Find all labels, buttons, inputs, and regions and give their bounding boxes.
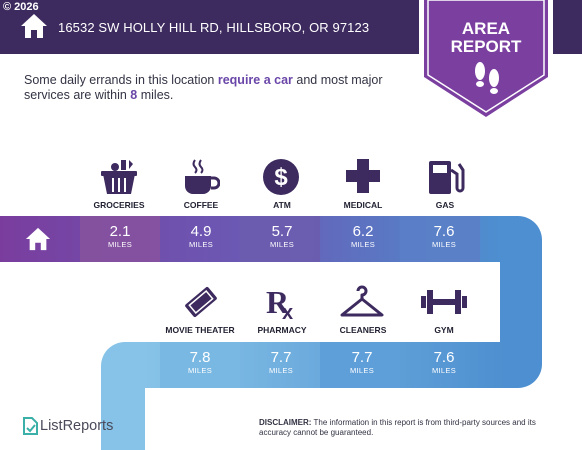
- miles-value: 7.8: [189, 349, 211, 366]
- miles-unit: MILES: [268, 366, 293, 375]
- badge-title: AREA REPORT: [419, 20, 553, 56]
- ticket-icon: [185, 287, 217, 317]
- disclaimer: DISCLAIMER: The information in this repo…: [259, 418, 559, 438]
- distance-cleaners: 7.7 MILES: [322, 349, 402, 376]
- svg-text:x: x: [282, 302, 293, 321]
- miles-value: 6.2: [352, 223, 374, 240]
- miles-unit: MILES: [107, 240, 132, 249]
- intro-highlight-car: require a car: [217, 73, 293, 87]
- listreports-logo-icon: [23, 417, 38, 435]
- miles-unit: MILES: [431, 240, 456, 249]
- category-pharmacy: PHARMACY: [257, 325, 307, 335]
- badge-line1: AREA: [461, 19, 511, 38]
- miles-value: 7.7: [270, 349, 292, 366]
- copyright: © 2026: [3, 1, 39, 13]
- miles-value: 7.7: [351, 349, 373, 366]
- distance-movie-theater: 7.8 MILES: [160, 349, 240, 376]
- distance-medical: 6.2 MILES: [323, 223, 403, 250]
- intro-part3: miles.: [137, 88, 174, 102]
- disclaimer-label: DISCLAIMER:: [259, 418, 312, 427]
- intro-part1: Some daily errands in this location: [24, 73, 218, 87]
- miles-unit: MILES: [269, 240, 294, 249]
- category-cleaners: CLEANERS: [339, 325, 387, 335]
- coffee-cup-icon: [185, 159, 220, 194]
- category-gym: GYM: [434, 325, 454, 335]
- gas-pump-icon: [429, 161, 465, 194]
- disclaimer-text: The information in this report is from t…: [259, 418, 536, 437]
- distance-coffee: 4.9 MILES: [161, 223, 241, 250]
- footprints-icon: [475, 62, 499, 94]
- miles-value: 5.7: [271, 223, 293, 240]
- category-coffee: COFFEE: [183, 200, 219, 210]
- intro-text: Some daily errands in this location requ…: [24, 73, 394, 103]
- distance-pharmacy: 7.7 MILES: [241, 349, 321, 376]
- listreports-logo: ListReports: [40, 418, 114, 434]
- miles-value: 2.1: [109, 223, 131, 240]
- badge-line2: REPORT: [450, 37, 522, 56]
- hanger-icon: [340, 285, 384, 317]
- miles-unit: MILES: [350, 240, 375, 249]
- miles-unit: MILES: [188, 240, 213, 249]
- distance-gym: 7.6 MILES: [404, 349, 484, 376]
- miles-unit: MILES: [349, 366, 374, 375]
- distance-gas: 7.6 MILES: [404, 223, 484, 250]
- distance-groceries: 2.1 MILES: [80, 223, 160, 250]
- category-medical: MEDICAL: [343, 200, 383, 210]
- rx-icon: R x: [266, 284, 293, 321]
- svg-text:R: R: [266, 284, 290, 320]
- miles-unit: MILES: [187, 366, 212, 375]
- property-address: 16532 SW HOLLY HILL RD, HILLSBORO, OR 97…: [58, 20, 370, 35]
- grocery-basket-icon: [101, 160, 137, 194]
- miles-value: 7.6: [433, 349, 455, 366]
- category-movie-theater: MOVIE THEATER: [165, 325, 235, 335]
- medical-cross-icon: [346, 159, 380, 193]
- category-groceries: GROCERIES: [93, 200, 145, 210]
- distance-atm: 5.7 MILES: [242, 223, 322, 250]
- home-icon: [21, 14, 47, 38]
- band-home-icon: [25, 227, 51, 251]
- category-atm: ATM: [273, 200, 291, 210]
- intro-highlight-miles: 8: [130, 88, 138, 102]
- miles-value: 7.6: [433, 223, 455, 240]
- dumbbell-icon: [421, 290, 467, 314]
- dollar-icon: $: [263, 159, 299, 195]
- area-report-badge: [419, 0, 553, 124]
- intro-part2: and most major services are within: [24, 73, 383, 102]
- svg-text:$: $: [274, 164, 288, 191]
- miles-unit: MILES: [431, 366, 456, 375]
- category-gas: GAS: [435, 200, 455, 210]
- miles-value: 4.9: [190, 223, 212, 240]
